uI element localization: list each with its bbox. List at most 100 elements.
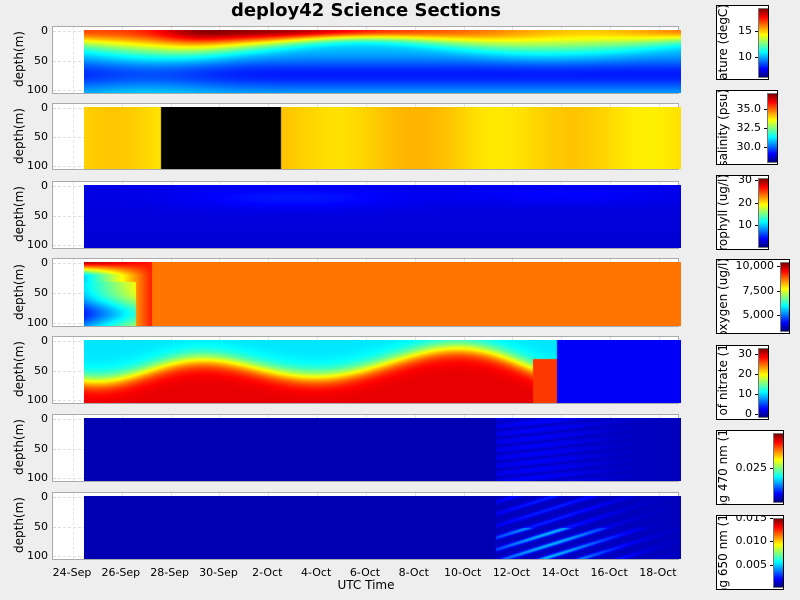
y-tick-label: 0 <box>41 101 48 114</box>
y-axis-label: depth(m) <box>12 186 26 242</box>
y-tick-label: 0 <box>41 490 48 503</box>
colorbar-label: scattering 470 nm (1 <box>716 430 730 505</box>
colorbar-tick-mark <box>755 374 758 375</box>
gridline <box>73 104 74 169</box>
colorbar-tick-mark <box>755 394 758 395</box>
x-tick-label: 6-Oct <box>349 566 381 579</box>
y-tick-label: 0 <box>41 412 48 425</box>
gridline <box>73 415 74 481</box>
colorbar-tick-mark <box>770 564 773 566</box>
colorbar-tick-label: 30.0 <box>736 140 762 154</box>
colorbar-gradient <box>780 262 789 332</box>
heatmap-5 <box>83 340 681 403</box>
colorbar-tick-mark <box>755 56 758 58</box>
colorbar-tick-mark <box>777 265 780 267</box>
colorbar-tick-label: 5,000 <box>742 308 775 322</box>
y-axis-label: depth(m) <box>12 107 26 164</box>
section-panel-3 <box>52 181 681 249</box>
x-tick-label: 18-Oct <box>639 566 677 579</box>
y-tick-label: 50 <box>34 519 48 533</box>
gridline <box>73 182 74 248</box>
heatmap-3 <box>83 185 681 248</box>
colorbar-tick-label: 0.015 <box>735 515 768 524</box>
x-tick-label: 16-Oct <box>590 566 628 579</box>
colorbar-gradient <box>767 93 777 163</box>
x-tick-label: 14-Oct <box>541 566 579 579</box>
y-axis-label: depth(m) <box>12 263 26 320</box>
colorbar-tick-label: 30 <box>738 175 752 187</box>
gridline <box>73 27 74 93</box>
colorbar-tick-mark <box>777 290 780 292</box>
heatmap-2 <box>83 107 681 169</box>
y-tick-label: 50 <box>34 363 48 377</box>
colorbar-gradient <box>758 8 768 78</box>
colorbar-5: concentration of nitrate (1 30 20 10 0 <box>716 345 769 420</box>
colorbar-tick-label: 0 <box>745 407 752 420</box>
colorbar-tick-mark <box>755 225 758 227</box>
y-tick-label: 0 <box>41 334 48 347</box>
x-tick-label: 4-Oct <box>300 566 332 579</box>
colorbar-tick-mark <box>755 180 758 182</box>
y-tick-label: 50 <box>34 286 48 299</box>
colorbar-gradient <box>758 348 768 418</box>
colorbar-tick-label: 0.010 <box>735 534 768 548</box>
colorbar-tick-mark <box>777 315 780 317</box>
x-tick-label: 24-Sep <box>52 566 92 579</box>
heatmap-6 <box>83 418 681 481</box>
colorbar-tick-label: 7,500 <box>742 283 775 297</box>
y-tick-label: 100 <box>27 549 48 562</box>
colorbar-4: oxygen (ug/l) 10,000 7,500 5,000 <box>716 259 790 334</box>
colorbar-tick-mark <box>755 202 758 204</box>
colorbar-tick-mark <box>764 128 767 129</box>
y-tick-label: 100 <box>27 316 48 329</box>
colorbar-tick-label: 30 <box>738 347 752 360</box>
y-axis-label: depth(m) <box>12 31 26 87</box>
colorbar-tick-label: 15 <box>738 23 752 37</box>
colorbar-label: temperature (degC) <box>716 5 730 80</box>
colorbar-tick-mark <box>764 108 767 110</box>
x-tick-label: 28-Sep <box>150 566 189 579</box>
section-panel-4 <box>52 258 681 327</box>
colorbar-label: chlorophyll (ug/l) <box>716 175 730 250</box>
chart-title: deploy42 Science Sections <box>230 0 502 21</box>
section-panel-6 <box>52 414 681 482</box>
colorbar-tick-label: 35.0 <box>736 101 762 115</box>
colorbar-label: oxygen (ug/l) <box>716 259 730 334</box>
section-panel-5 <box>52 336 681 404</box>
colorbar-tick-label: 10 <box>738 49 752 63</box>
x-axis-label: UTC Time <box>337 578 395 592</box>
colorbar-tick-mark <box>764 147 767 149</box>
y-tick-label: 0 <box>41 256 48 269</box>
y-tick-label: 100 <box>27 238 48 251</box>
colorbar-tick-mark <box>770 541 773 543</box>
y-axis-label: depth(m) <box>12 497 26 553</box>
x-tick-label: 12-Oct <box>492 566 531 579</box>
gridline <box>73 493 74 559</box>
section-panel-2 <box>52 103 681 170</box>
gridline <box>73 337 74 403</box>
colorbar-label: salinity (psu) <box>716 90 730 165</box>
colorbar-label: scattering 650 nm (1 <box>716 515 730 590</box>
y-axis-label: depth(m) <box>12 341 26 397</box>
y-tick-label: 50 <box>34 53 48 67</box>
x-tick-label: 8-Oct <box>398 566 429 579</box>
x-tick-label: 26-Sep <box>101 566 141 579</box>
colorbar-tick-label: 20 <box>738 195 752 209</box>
x-tick-label: 30-Sep <box>199 566 238 579</box>
heatmap-7 <box>83 496 681 559</box>
colorbar-7: scattering 650 nm (1 0.015 0.010 0.005 <box>716 515 784 590</box>
colorbar-label: concentration of nitrate (1 <box>717 346 730 419</box>
section-panel-1 <box>52 26 681 94</box>
colorbar-tick-label: 10 <box>738 218 752 232</box>
colorbar-tick-mark <box>755 354 758 355</box>
y-axis-label: depth(m) <box>12 419 26 475</box>
y-tick-label: 100 <box>27 83 48 96</box>
colorbar-3: chlorophyll (ug/l) 30 20 10 <box>716 175 769 250</box>
gridline <box>73 259 74 326</box>
colorbar-tick-label: 32.5 <box>736 121 762 134</box>
y-tick-label: 50 <box>34 130 48 143</box>
colorbar-6: scattering 470 nm (1 0.025 <box>716 430 784 505</box>
y-tick-label: 100 <box>27 471 48 484</box>
colorbar-gradient <box>773 518 783 588</box>
colorbar-2: salinity (psu) 35.0 32.5 30.0 <box>716 90 778 165</box>
